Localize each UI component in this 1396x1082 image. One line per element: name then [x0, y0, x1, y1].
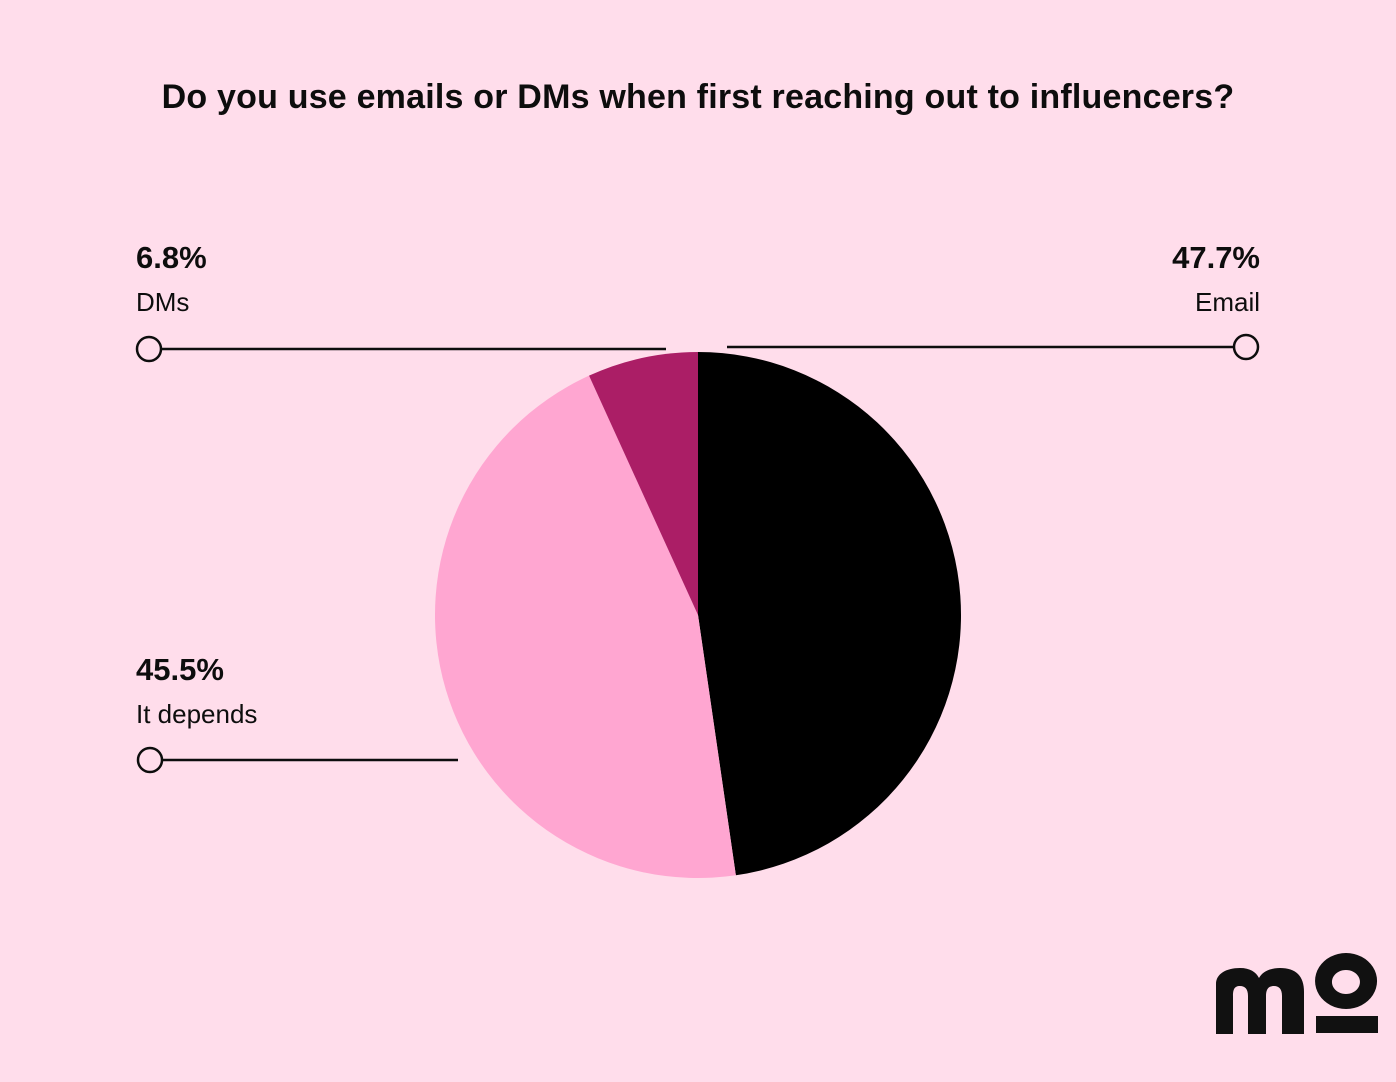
pie-slices: [434, 352, 962, 879]
it-depends-percent-label: 45.5%: [136, 652, 224, 687]
it-depends-leader-marker-icon: [136, 746, 164, 774]
dms-leader: [135, 335, 666, 363]
dms-leader-marker-icon: [135, 335, 163, 363]
pie-slice-dms: [589, 352, 698, 615]
chart-title: Do you use emails or DMs when first reac…: [161, 78, 1235, 116]
it-depends-category-label: It depends: [136, 699, 258, 729]
email-leader: [727, 333, 1260, 361]
it-depends-leader: [136, 746, 458, 774]
email-leader-marker-icon: [1232, 333, 1260, 361]
dms-category-label: DMs: [136, 287, 190, 317]
dms-percent-label: 6.8%: [136, 240, 207, 275]
brand-logo: mo: [1216, 953, 1378, 1034]
pie-slice-email: [698, 352, 962, 876]
pie-slice-it-depends: [434, 375, 736, 879]
email-category-label: Email: [1194, 287, 1260, 317]
email-percent-label: 47.7%: [1172, 240, 1260, 275]
